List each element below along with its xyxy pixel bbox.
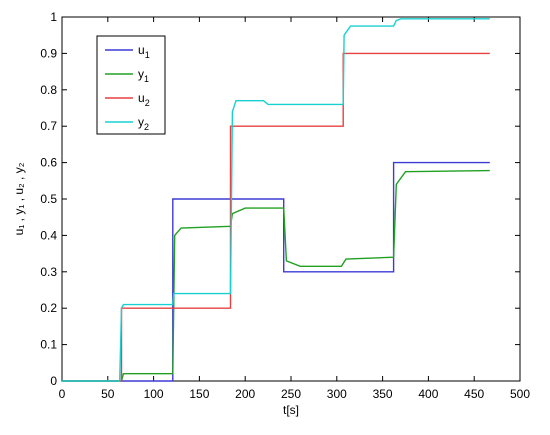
x-tick-label: 350 bbox=[373, 387, 393, 401]
legend-box bbox=[96, 35, 166, 135]
y-tick-label: 0 bbox=[50, 374, 57, 388]
x-tick-label: 300 bbox=[327, 387, 347, 401]
x-tick-label: 450 bbox=[464, 387, 484, 401]
legend-label-y1: y1 bbox=[138, 67, 149, 84]
series-line-u1 bbox=[62, 161, 490, 382]
x-tick-label: 0 bbox=[59, 387, 66, 401]
y-tick-label: 0.8 bbox=[40, 83, 57, 97]
y-tick-label: 0.5 bbox=[40, 192, 57, 206]
x-tick-label: 150 bbox=[189, 387, 209, 401]
series-layer bbox=[62, 18, 490, 382]
axis-ticks: 0 50 100 150 200 250 300 350 400 450 500 0 0.1 0.2 0.3… bbox=[40, 10, 530, 401]
x-tick-label: 500 bbox=[510, 387, 530, 401]
legend: u1 y1 u2 y2 bbox=[96, 35, 166, 135]
y-tick-label: 0.9 bbox=[40, 46, 57, 60]
y-tick-label: 1 bbox=[50, 10, 57, 24]
series-line-y1 bbox=[62, 169, 490, 382]
series-line-y2 bbox=[62, 18, 490, 382]
x-tick-label: 250 bbox=[281, 387, 301, 401]
y-tick-label: 0.1 bbox=[40, 338, 57, 352]
y-tick-label: 0.7 bbox=[40, 119, 57, 133]
y-axis-label: u₁ , y₁ , u₂ , y₂ bbox=[12, 162, 26, 235]
x-tick-label: 200 bbox=[235, 387, 255, 401]
y-tick-label: 0.3 bbox=[40, 265, 57, 279]
legend-label-y2: y2 bbox=[138, 115, 149, 132]
y-tick-label: 0.4 bbox=[40, 228, 57, 242]
x-tick-label: 50 bbox=[101, 387, 115, 401]
legend-label-u2: u2 bbox=[138, 91, 150, 108]
x-tick-label: 400 bbox=[418, 387, 438, 401]
y-tick-label: 0.6 bbox=[40, 156, 57, 170]
y-tick-label: 0.2 bbox=[40, 301, 57, 315]
legend-label-u1: u1 bbox=[138, 43, 150, 60]
x-axis-label: t[s] bbox=[283, 403, 299, 417]
x-tick-label: 100 bbox=[144, 387, 164, 401]
